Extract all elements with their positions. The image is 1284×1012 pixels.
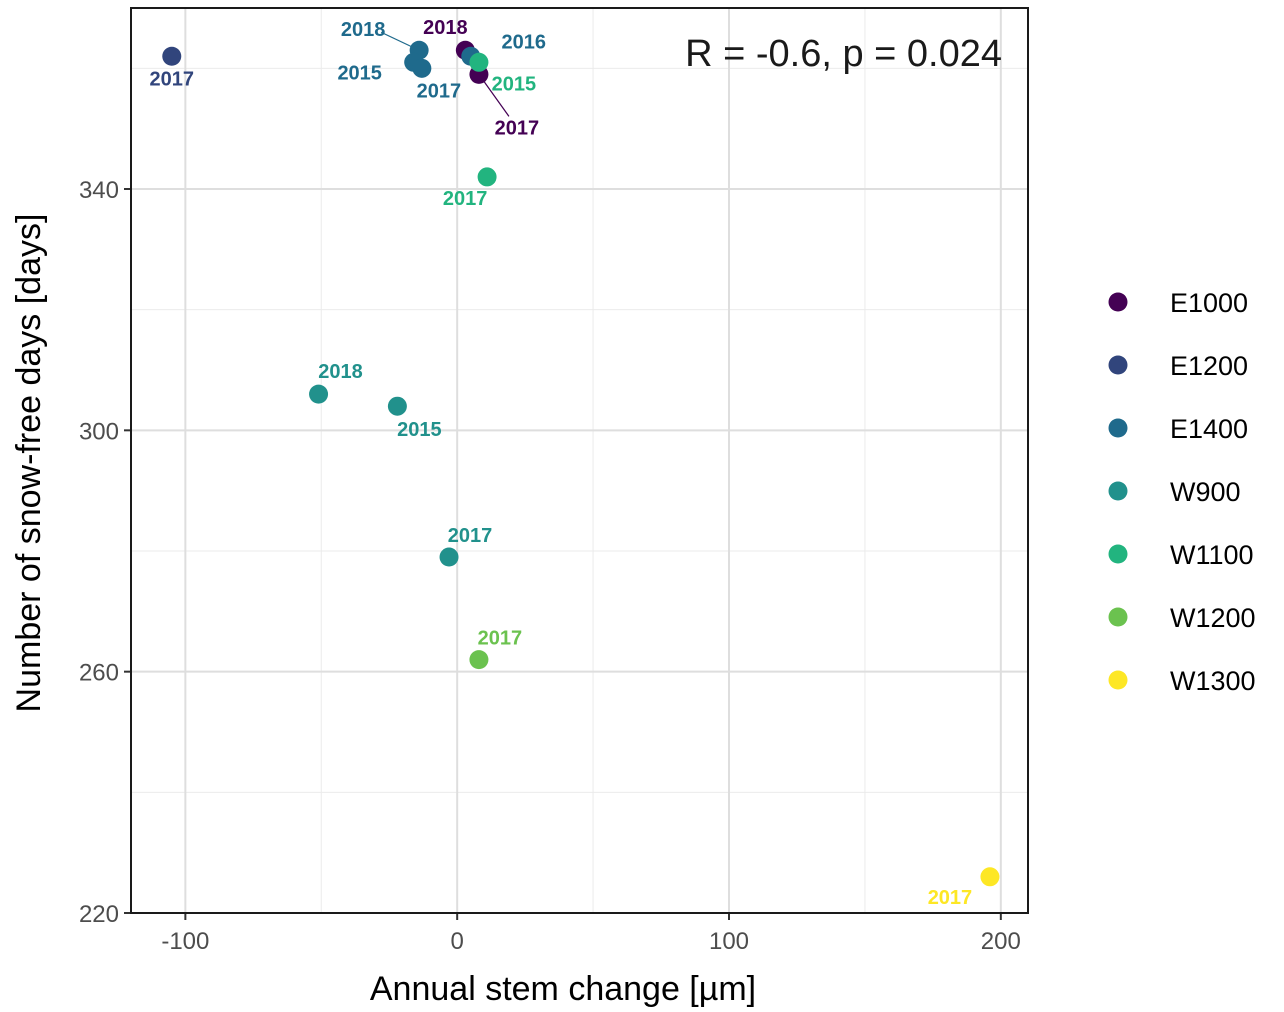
- x-tick-label: -100: [161, 928, 209, 955]
- legend-key-e1400: [1108, 418, 1128, 438]
- y-tick-label: 260: [79, 660, 119, 687]
- point-label-e1200-2017: 2017: [150, 68, 195, 90]
- data-point-w900-2017: [439, 547, 459, 567]
- point-label-w1300-2017: 2017: [928, 887, 973, 909]
- x-tick-label: 0: [451, 928, 464, 955]
- plot-panel-background: [131, 8, 1028, 913]
- point-label-e1000-2018: 2018: [423, 17, 468, 39]
- data-point-w900-2018: [309, 384, 329, 404]
- point-label-w1100-2017: 2017: [443, 188, 488, 210]
- point-label-w1200-2017: 2017: [478, 628, 523, 650]
- correlation-annotation: R = -0.6, p = 0.024: [685, 33, 1002, 75]
- point-label-w900-2015: 2015: [397, 419, 442, 441]
- x-tick-label: 100: [709, 928, 749, 955]
- y-tick-label: 220: [79, 901, 119, 928]
- point-label-w900-2017: 2017: [448, 525, 493, 547]
- legend-key-w1300: [1108, 670, 1128, 690]
- legend-label-w1100: W1100: [1170, 540, 1254, 570]
- point-label-e1400-2015: 2015: [337, 62, 382, 84]
- legend-key-w900: [1108, 481, 1128, 501]
- point-label-w900-2018: 2018: [318, 361, 363, 383]
- y-tick-label: 300: [79, 418, 119, 445]
- x-axis-title: Annual stem change [µm]: [370, 970, 756, 1008]
- point-label-e1400-2017: 2017: [417, 80, 462, 102]
- legend-label-e1400: E1400: [1170, 414, 1248, 444]
- point-label-e1000-2017: 2017: [495, 117, 540, 139]
- data-point-e1200-2017: [162, 46, 182, 66]
- point-label-e1400-2018: 2018: [341, 19, 386, 41]
- data-point-w1300-2017: [980, 867, 1000, 887]
- legend-key-e1200: [1108, 355, 1128, 375]
- axes: -100 0 100 200 220 260 300 340: [79, 177, 1021, 955]
- point-label-e1400-2016: 2016: [502, 31, 547, 53]
- point-labels: 2018 2017 2017 2018 2015 2017 2016 2018 2015 2017…: [150, 17, 973, 909]
- data-point-w1200-2017: [469, 650, 489, 670]
- legend-label-e1200: E1200: [1170, 351, 1248, 381]
- legend-label-w900: W900: [1170, 477, 1241, 507]
- data-point-e1400-2017: [412, 58, 432, 78]
- legend-label-e1000: E1000: [1170, 288, 1248, 318]
- legend-label-w1200: W1200: [1170, 603, 1256, 633]
- y-axis-title: Number of snow-free days [days]: [10, 214, 48, 713]
- legend-key-w1200: [1108, 607, 1128, 627]
- y-tick-label: 340: [79, 177, 119, 204]
- data-points: [162, 40, 1000, 887]
- plot-panel-border: [130, 7, 1029, 914]
- point-label-w1100-2015: 2015: [492, 73, 537, 95]
- legend-key-w1100: [1108, 544, 1128, 564]
- data-point-w1100-2015: [469, 52, 489, 72]
- x-tick-label: 200: [981, 928, 1021, 955]
- grid: [131, 8, 1028, 914]
- legend-key-e1000: [1108, 292, 1128, 312]
- legend-label-w1300: W1300: [1170, 666, 1256, 696]
- data-point-w900-2015: [387, 396, 407, 416]
- data-point-w1100-2017: [477, 167, 497, 187]
- legend: E1000 E1200 E1400 W900 W1100 W1200 W1300: [1108, 288, 1256, 696]
